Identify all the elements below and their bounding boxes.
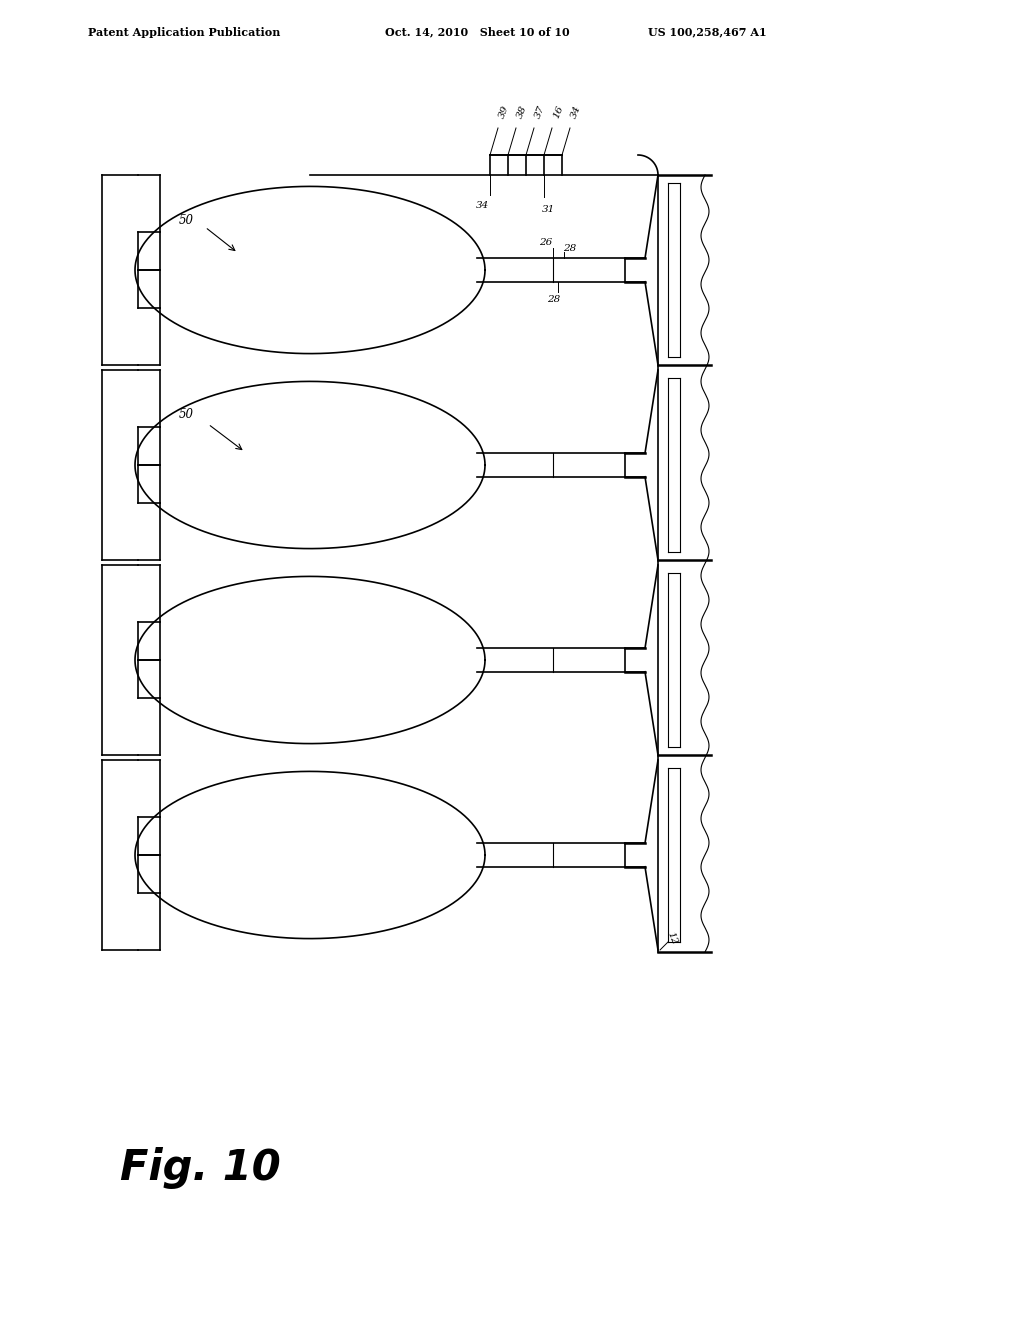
Text: 28: 28: [563, 244, 577, 252]
Text: 34: 34: [475, 201, 488, 210]
Text: Patent Application Publication: Patent Application Publication: [88, 26, 281, 37]
Text: 16: 16: [551, 104, 564, 120]
Polygon shape: [477, 176, 658, 366]
Text: 50: 50: [178, 408, 194, 421]
Ellipse shape: [135, 577, 485, 743]
Polygon shape: [477, 565, 658, 755]
Text: 34: 34: [569, 104, 583, 120]
Ellipse shape: [135, 771, 485, 939]
Text: 39: 39: [498, 104, 511, 120]
Text: US 100,258,467 A1: US 100,258,467 A1: [648, 26, 767, 37]
Text: Oct. 14, 2010   Sheet 10 of 10: Oct. 14, 2010 Sheet 10 of 10: [385, 26, 569, 37]
Text: 12: 12: [666, 931, 679, 946]
Polygon shape: [477, 760, 658, 950]
Text: 28: 28: [548, 296, 560, 305]
Polygon shape: [477, 370, 658, 560]
Text: 50: 50: [178, 214, 194, 227]
Text: 38: 38: [515, 104, 528, 120]
Text: 37: 37: [534, 104, 547, 120]
Text: 31: 31: [542, 206, 555, 214]
Text: 26: 26: [540, 238, 553, 247]
Ellipse shape: [135, 381, 485, 549]
Text: Fig. 10: Fig. 10: [120, 1147, 281, 1189]
Ellipse shape: [135, 186, 485, 354]
